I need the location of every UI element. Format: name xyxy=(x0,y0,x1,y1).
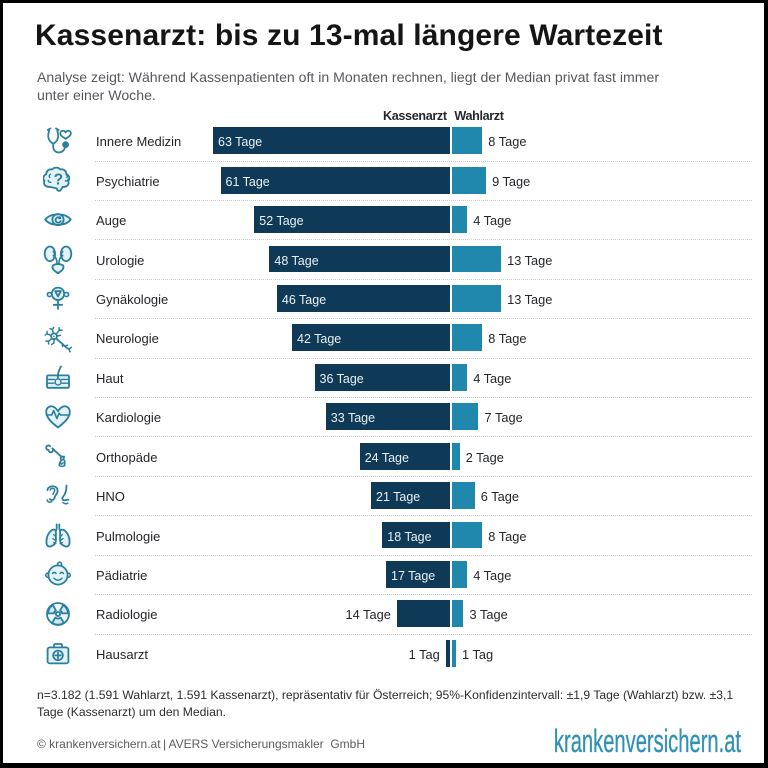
svg-text:?: ? xyxy=(54,172,63,189)
